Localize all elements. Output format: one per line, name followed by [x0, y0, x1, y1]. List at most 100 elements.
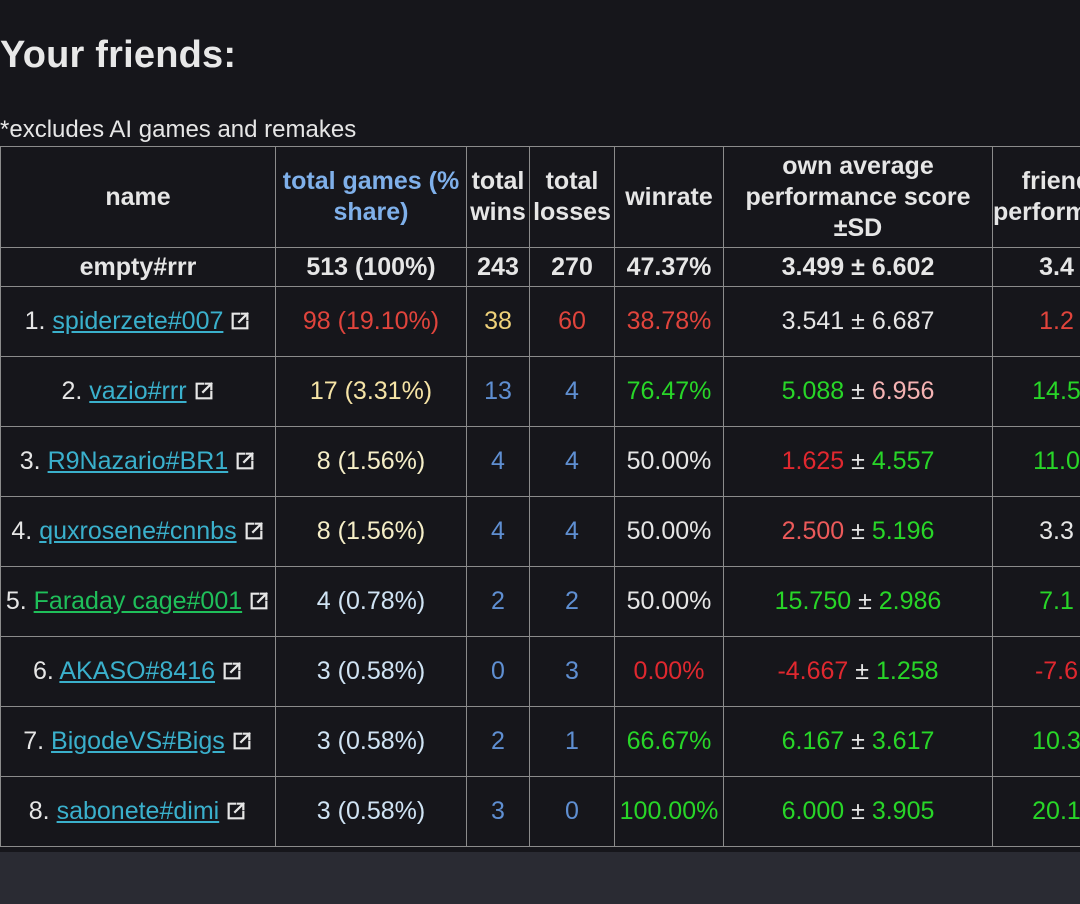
footnote: *excludes AI games and remakes: [0, 116, 357, 143]
friend-total-wins: 38: [466, 286, 530, 357]
table-row: 6. AKASO#8416 3 (0.58%) 0 3 0.00% -4.667 ± 1.…: [0, 636, 1080, 707]
rank-number: 5.: [5, 587, 27, 615]
friend-performance: 20.1: [992, 776, 1080, 847]
friends-table: name total games (% share) total wins to…: [0, 146, 1080, 847]
column-header-total-wins[interactable]: total wins: [466, 146, 530, 248]
friend-total-games: 98 (19.10%): [275, 286, 467, 357]
friend-profile-link[interactable]: vazio#rrr: [89, 377, 187, 405]
friend-name-cell: 6. AKASO#8416: [0, 636, 276, 707]
table-row: 5. Faraday cage#001 4 (0.78%) 2 2 50.00% 15.7…: [0, 566, 1080, 637]
friend-name-cell: 8. sabonete#dimi: [0, 776, 276, 847]
total-performance: 3.499 ± 6.602: [723, 247, 993, 287]
friend-total-losses: 4: [529, 496, 615, 567]
friend-total-games: 3 (0.58%): [275, 706, 467, 777]
friend-profile-link[interactable]: spiderzete#007: [52, 307, 224, 335]
friend-total-losses: 2: [529, 566, 615, 637]
performance-mean: 3.541: [781, 307, 845, 335]
column-header-total-games[interactable]: total games (% share): [275, 146, 467, 248]
total-wins: 243: [466, 247, 530, 287]
total-winrate: 47.37%: [614, 247, 724, 287]
performance-mean: 6.000: [781, 797, 845, 825]
friend-profile-link[interactable]: AKASO#8416: [59, 657, 216, 685]
friend-performance: 14.5: [992, 356, 1080, 427]
friend-total-wins: 2: [466, 566, 530, 637]
friend-profile-link[interactable]: quxrosene#cnnbs: [39, 517, 237, 545]
friend-performance: -7.6: [992, 636, 1080, 707]
external-link-icon[interactable]: [243, 520, 265, 542]
friend-total-games: 8 (1.56%): [275, 426, 467, 497]
column-header-winrate[interactable]: winrate: [614, 146, 724, 248]
friend-own-performance: 6.000 ± 3.905: [723, 776, 993, 847]
performance-sd: 4.557: [871, 447, 935, 475]
external-link-icon[interactable]: [248, 590, 270, 612]
rank-number: 8.: [28, 797, 50, 825]
friend-profile-link[interactable]: Faraday cage#001: [33, 587, 243, 615]
external-link-icon[interactable]: [225, 800, 247, 822]
performance-sd: 1.258: [875, 657, 939, 685]
friend-performance: 3.3: [992, 496, 1080, 567]
friend-name-cell: 3. R9Nazario#BR1: [0, 426, 276, 497]
friend-winrate: 66.67%: [614, 706, 724, 777]
friend-winrate: 76.47%: [614, 356, 724, 427]
external-link-icon[interactable]: [234, 450, 256, 472]
friend-total-games: 3 (0.58%): [275, 636, 467, 707]
total-losses: 270: [529, 247, 615, 287]
column-header-name[interactable]: name: [0, 146, 276, 248]
friend-own-performance: 5.088 ± 6.956: [723, 356, 993, 427]
friend-winrate: 38.78%: [614, 286, 724, 357]
friend-total-wins: 2: [466, 706, 530, 777]
friend-winrate: 0.00%: [614, 636, 724, 707]
external-link-icon[interactable]: [229, 310, 251, 332]
performance-mean: -4.667: [777, 657, 849, 685]
friend-total-losses: 4: [529, 426, 615, 497]
friend-name-cell: 5. Faraday cage#001: [0, 566, 276, 637]
performance-sd: 6.687: [871, 307, 935, 335]
plus-minus-sign: ±: [851, 447, 865, 475]
friend-own-performance: 15.750 ± 2.986: [723, 566, 993, 637]
friend-profile-link[interactable]: sabonete#dimi: [56, 797, 220, 825]
friend-winrate: 50.00%: [614, 496, 724, 567]
header-row: name total games (% share) total wins to…: [0, 146, 1080, 248]
performance-mean: 5.088: [781, 377, 845, 405]
external-link-icon[interactable]: [221, 660, 243, 682]
friend-total-games: 17 (3.31%): [275, 356, 467, 427]
performance-mean: 2.500: [781, 517, 845, 545]
column-header-own-performance[interactable]: own average performance score ±SD: [723, 146, 993, 248]
friend-profile-link[interactable]: R9Nazario#BR1: [47, 447, 229, 475]
plus-minus-sign: ±: [851, 307, 865, 335]
plus-minus-sign: ±: [851, 517, 865, 545]
column-header-total-losses[interactable]: total losses: [529, 146, 615, 248]
friend-total-wins: 4: [466, 426, 530, 497]
friend-name-cell: 4. quxrosene#cnnbs: [0, 496, 276, 567]
friend-total-losses: 60: [529, 286, 615, 357]
friend-total-losses: 3: [529, 636, 615, 707]
performance-sd: 2.986: [878, 587, 942, 615]
external-link-icon[interactable]: [193, 380, 215, 402]
friend-name-cell: 7. BigodeVS#Bigs: [0, 706, 276, 777]
plus-minus-sign: ±: [858, 587, 872, 615]
friend-name-cell: 1. spiderzete#007: [0, 286, 276, 357]
performance-sd: 6.956: [871, 377, 935, 405]
friend-winrate: 100.00%: [614, 776, 724, 847]
friend-profile-link[interactable]: BigodeVS#Bigs: [51, 727, 225, 755]
friend-performance: 11.0: [992, 426, 1080, 497]
external-link-icon[interactable]: [231, 730, 253, 752]
table-row: 3. R9Nazario#BR1 8 (1.56%) 4 4 50.00% 1.625 ±…: [0, 426, 1080, 497]
rank-number: 2.: [61, 377, 83, 405]
friend-own-performance: 3.541 ± 6.687: [723, 286, 993, 357]
total-friend-performance: 3.4: [992, 247, 1080, 287]
performance-sd: 5.196: [871, 517, 935, 545]
table-row: 4. quxrosene#cnnbs 8 (1.56%) 4 4 50.00% 2.500…: [0, 496, 1080, 567]
friend-total-losses: 1: [529, 706, 615, 777]
page-title: Your friends:: [0, 34, 237, 76]
friend-total-wins: 4: [466, 496, 530, 567]
friend-winrate: 50.00%: [614, 566, 724, 637]
rank-number: 4.: [11, 517, 33, 545]
friend-own-performance: -4.667 ± 1.258: [723, 636, 993, 707]
friend-total-games: 3 (0.58%): [275, 776, 467, 847]
rank-number: 3.: [19, 447, 41, 475]
total-row: empty#rrr 513 (100%) 243 270 47.37% 3.49…: [0, 247, 1080, 287]
column-header-friend-performance[interactable]: friend performance: [992, 146, 1080, 248]
friend-total-wins: 3: [466, 776, 530, 847]
